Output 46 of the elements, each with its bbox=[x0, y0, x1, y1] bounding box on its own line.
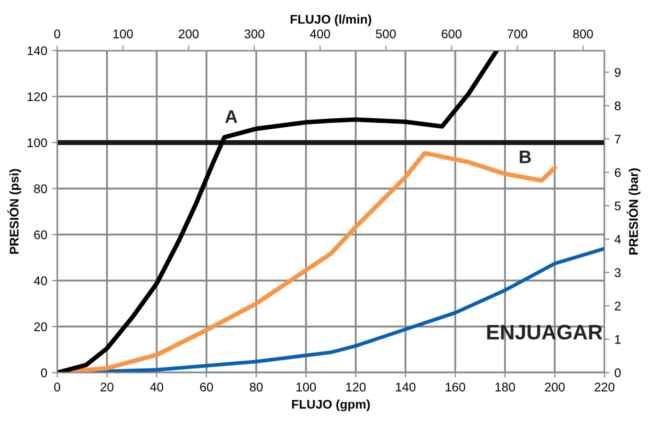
x-tick-label: 120 bbox=[346, 382, 366, 392]
y-tick-label: 0 bbox=[41, 368, 47, 378]
x2-tick-label: 0 bbox=[54, 29, 60, 38]
x2-tick-label: 500 bbox=[376, 29, 396, 38]
x2-tick-label: 400 bbox=[310, 29, 330, 38]
x-axis-title: FLUJO (gpm) bbox=[292, 400, 370, 412]
y2-tick-label: 7 bbox=[614, 134, 621, 144]
x-tick-label: 20 bbox=[100, 382, 114, 392]
x2-tick-label: 300 bbox=[244, 29, 264, 38]
x2-tick-label: 800 bbox=[573, 29, 593, 38]
y-axis-title: PRESIÓN (psi) bbox=[7, 169, 22, 254]
y-tick-label: 140 bbox=[28, 46, 47, 56]
y-tick-label: 100 bbox=[28, 138, 47, 148]
y2-tick-label: 0 bbox=[614, 368, 621, 378]
y-tick-label: 60 bbox=[34, 230, 47, 240]
x2-tick-label: 700 bbox=[507, 29, 528, 38]
y2-tick-label: 2 bbox=[614, 302, 621, 310]
y2-tick-label: 4 bbox=[614, 235, 621, 244]
y2-tick-label: 3 bbox=[614, 268, 621, 278]
x-tick-label: 0 bbox=[54, 382, 60, 392]
y-tick-label: 40 bbox=[34, 276, 47, 286]
x-tick-label: 80 bbox=[250, 382, 263, 392]
y2-tick-label: 8 bbox=[614, 101, 621, 110]
x2-axis-title: FLUJO (l/min) bbox=[290, 14, 372, 26]
x-tick-label: 140 bbox=[396, 382, 416, 392]
y2-tick-label: 1 bbox=[615, 335, 621, 344]
x-tick-label: 160 bbox=[446, 382, 466, 392]
x-tick-label: 200 bbox=[544, 382, 565, 392]
y-tick-label: 20 bbox=[34, 322, 47, 332]
x-tick-label: 220 bbox=[594, 382, 614, 392]
annotation: ENJUAGAR bbox=[487, 324, 602, 340]
x2-tick-label: 600 bbox=[442, 29, 462, 38]
x-tick-label: 60 bbox=[200, 382, 213, 392]
x2-tick-label: 200 bbox=[178, 29, 199, 38]
y2-axis-title: PRESIÓN (bar) bbox=[626, 168, 640, 254]
y-tick-label: 120 bbox=[28, 92, 47, 102]
x2-tick-label: 100 bbox=[113, 29, 133, 38]
y2-tick-label: 6 bbox=[614, 168, 621, 177]
y2-tick-label: 9 bbox=[614, 68, 621, 77]
x-tick-label: 40 bbox=[150, 382, 164, 392]
y2-tick-label: 5 bbox=[614, 202, 621, 210]
x-tick-label: 100 bbox=[296, 382, 316, 392]
x-tick-label: 180 bbox=[496, 382, 515, 392]
y-tick-label: 80 bbox=[34, 184, 47, 194]
annotation: A bbox=[225, 110, 238, 123]
annotation: B bbox=[520, 150, 531, 164]
